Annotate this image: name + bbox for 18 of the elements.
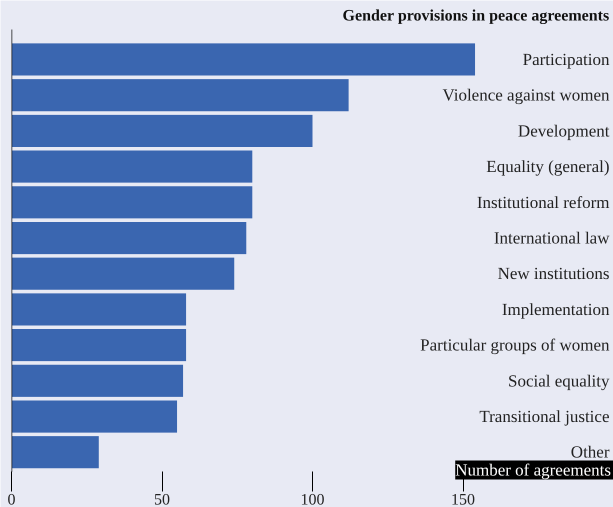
y-tick-label: Violence against women [442,86,610,105]
y-tick-label: Institutional reform [476,192,610,212]
x-tick-label: 100 [300,492,324,507]
y-tick-label: Participation [522,50,610,69]
x-tick-label: 50 [154,492,170,507]
x-tick-label: 150 [451,492,475,507]
y-tick-label: Particular groups of women [420,336,610,355]
y-tick-label: Social equality [508,371,610,390]
y-tick-label: International law [494,228,610,248]
y-tick-label: New institutions [498,264,610,284]
y-tick-label: Other [570,442,610,462]
y-tick-label: Implementation [502,300,610,319]
x-axis-title: Number of agreements [455,460,612,480]
x-tick-label: 0 [8,492,16,507]
y-tick-label: Equality (general) [486,157,610,176]
y-tick-label: Transitional justice [479,407,610,426]
chart-title: Gender provisions in peace agreements [342,8,610,24]
y-tick-label: Development [518,121,610,140]
